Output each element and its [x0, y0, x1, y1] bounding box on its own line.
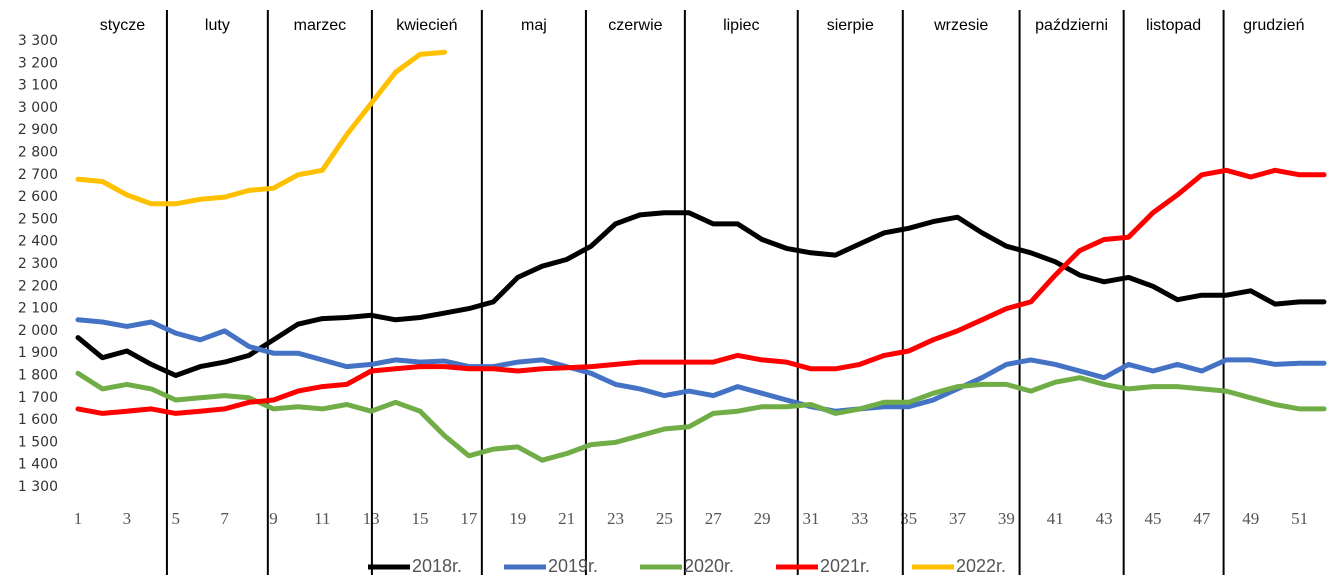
month-label: październi — [1035, 17, 1108, 34]
y-tick-label: 1 300 — [18, 479, 58, 495]
series-line — [75, 49, 447, 207]
x-tick-label: 47 — [1193, 509, 1211, 528]
legend-label: 2021r. — [820, 556, 870, 576]
y-tick-label: 1 800 — [18, 368, 58, 384]
y-tick-label: 3 000 — [18, 100, 58, 116]
y-tick-label: 3 200 — [18, 55, 58, 71]
x-tick-label: 31 — [802, 509, 819, 528]
legend-label: 2019r. — [548, 556, 598, 576]
y-tick-label: 2 100 — [18, 301, 58, 317]
y-tick-label: 2 900 — [18, 122, 58, 138]
month-label: listopad — [1146, 17, 1201, 34]
month-label: stycze — [100, 17, 145, 34]
legend-label: 2022r. — [956, 556, 1006, 576]
x-tick-label: 15 — [412, 509, 429, 528]
y-tick-label: 2 200 — [18, 278, 58, 294]
x-tick-label: 19 — [509, 509, 526, 528]
month-label: kwiecień — [396, 17, 457, 34]
x-tick-label: 3 — [123, 509, 132, 528]
series-line — [75, 167, 1327, 416]
month-label: maj — [521, 17, 547, 34]
x-tick-label: 45 — [1144, 509, 1161, 528]
y-tick-label: 2 600 — [18, 189, 58, 205]
x-tick-label: 33 — [851, 509, 868, 528]
legend-label: 2018r. — [412, 556, 462, 576]
month-label: lipiec — [723, 17, 759, 34]
x-tick-label: 43 — [1096, 509, 1113, 528]
legend-label: 2020r. — [684, 556, 734, 576]
y-tick-label: 2 500 — [18, 211, 58, 227]
x-tick-label: 17 — [460, 509, 478, 528]
month-label: grudzień — [1243, 17, 1304, 34]
y-tick-label: 1 900 — [18, 345, 58, 361]
y-tick-label: 2 800 — [18, 145, 58, 161]
x-tick-label: 21 — [558, 509, 575, 528]
y-tick-label: 1 400 — [18, 457, 58, 473]
y-tick-label: 3 300 — [18, 33, 58, 49]
x-tick-label: 25 — [656, 509, 673, 528]
y-tick-label: 2 000 — [18, 323, 58, 339]
month-label: sierpie — [827, 17, 874, 34]
x-tick-label: 29 — [754, 509, 771, 528]
x-tick-label: 11 — [314, 509, 330, 528]
x-tick-label: 7 — [220, 509, 229, 528]
series-line — [75, 370, 1327, 463]
x-tick-label: 37 — [949, 509, 967, 528]
month-label: luty — [205, 17, 230, 34]
x-tick-label: 41 — [1047, 509, 1064, 528]
x-tick-label: 49 — [1242, 509, 1259, 528]
month-label: czerwie — [608, 17, 662, 34]
y-tick-label: 1 700 — [18, 390, 58, 406]
x-tick-label: 27 — [705, 509, 723, 528]
y-tick-label: 2 700 — [18, 167, 58, 183]
x-tick-label: 1 — [74, 509, 83, 528]
y-tick-label: 3 100 — [18, 78, 58, 94]
month-label: marzec — [294, 17, 346, 34]
x-tick-label: 5 — [171, 509, 180, 528]
y-tick-label: 2 300 — [18, 256, 58, 272]
month-label: wrzesie — [933, 17, 988, 34]
y-tick-label: 2 400 — [18, 234, 58, 250]
x-tick-label: 35 — [900, 509, 917, 528]
x-tick-label: 9 — [269, 509, 278, 528]
x-tick-label: 23 — [607, 509, 624, 528]
y-tick-label: 1 500 — [18, 434, 58, 450]
x-tick-label: 39 — [998, 509, 1015, 528]
y-tick-label: 1 600 — [18, 412, 58, 428]
x-tick-label: 51 — [1291, 509, 1308, 528]
series-line — [75, 317, 1327, 414]
series-line — [75, 210, 1327, 378]
